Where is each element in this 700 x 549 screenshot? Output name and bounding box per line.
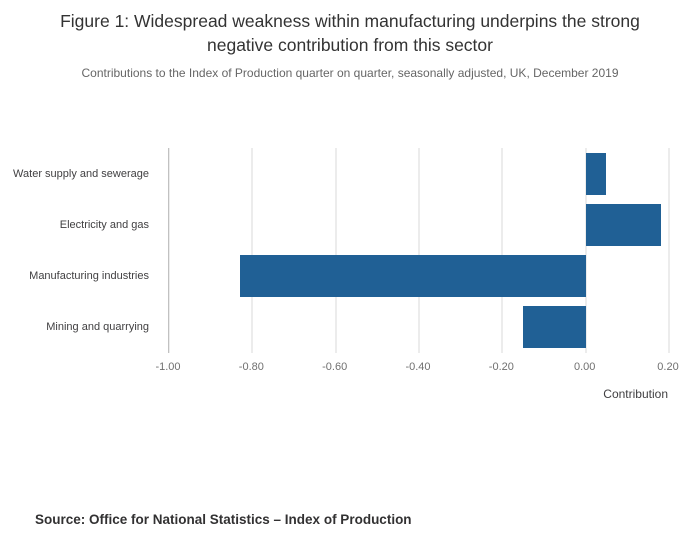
category-label-electricity-and-gas: Electricity and gas xyxy=(59,218,149,231)
figure-title: Figure 1: Widespread weakness within man… xyxy=(60,11,640,55)
bar-manufacturing-industries xyxy=(239,255,586,298)
gridline xyxy=(168,148,170,353)
plot-area: Water supply and sewerage Electricity and… xyxy=(13,148,670,353)
category-label-water-supply-and-sewerage: Water supply and sewerage xyxy=(13,167,149,180)
x-tick-label: -0.60 xyxy=(322,361,348,373)
gridline xyxy=(501,148,503,353)
gridline xyxy=(418,148,420,353)
x-tick-label: 0.00 xyxy=(573,361,596,373)
x-axis-title: Contribution xyxy=(603,387,668,401)
x-tick-label: -1.00 xyxy=(155,361,181,373)
bar-water-supply-and-sewerage xyxy=(585,152,607,195)
gridline xyxy=(668,148,670,353)
bar-electricity-and-gas xyxy=(585,203,661,246)
gridline xyxy=(251,148,253,353)
gridline xyxy=(585,148,587,353)
x-tick-label: -0.80 xyxy=(238,361,264,373)
figure-subtitle: Contributions to the Index of Production… xyxy=(81,66,619,81)
y-axis-labels: Water supply and sewerage Electricity and… xyxy=(1,148,157,353)
bar-mining-and-quarrying xyxy=(523,306,586,349)
x-tick-label: -0.20 xyxy=(488,361,514,373)
x-tick-label: -0.40 xyxy=(405,361,431,373)
source-note: Source: Office for National Statistics –… xyxy=(35,512,412,527)
x-tick-label: 0.20 xyxy=(657,361,679,373)
category-label-mining-and-quarrying: Mining and quarrying xyxy=(46,321,149,334)
x-axis-ticks: -1.00 -0.80 -0.60 -0.40 -0.20 0.00 0.20 xyxy=(155,361,678,377)
bar-chart: Water supply and sewerage Electricity and… xyxy=(13,148,679,401)
category-label-manufacturing-industries: Manufacturing industries xyxy=(29,270,149,283)
gridline xyxy=(335,148,337,353)
